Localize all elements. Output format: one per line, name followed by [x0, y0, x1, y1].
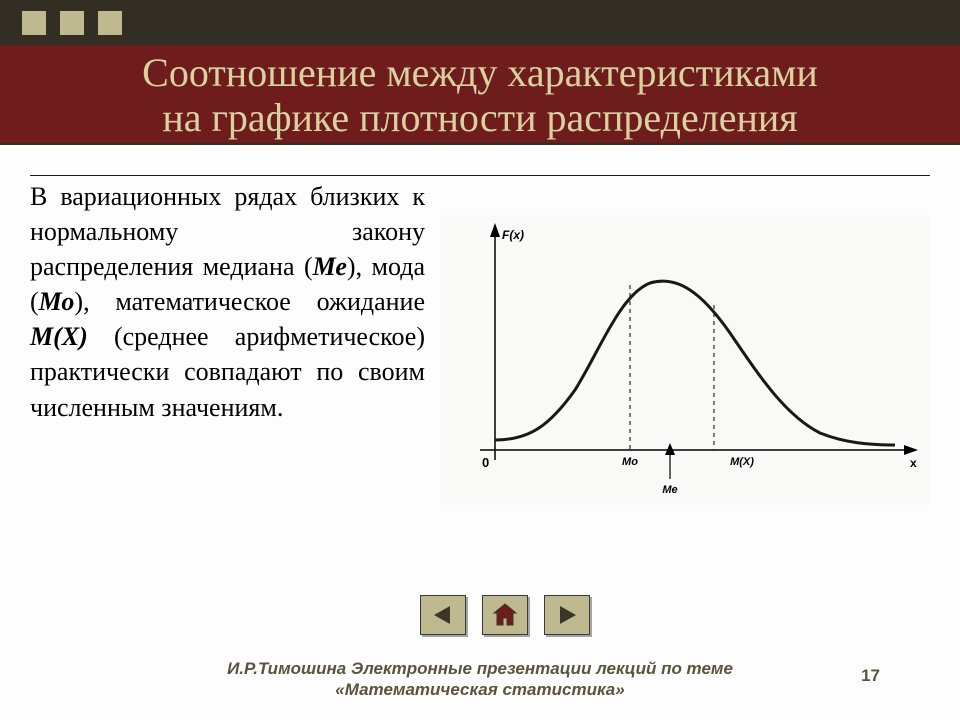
y-axis-arrow — [490, 223, 500, 237]
density-curve — [495, 281, 895, 445]
footer-line: И.Р.Тимошина Электронные презентации лек… — [227, 659, 733, 678]
term-mo: Мо — [39, 287, 75, 316]
title-line: Соотношение между характеристиками — [142, 50, 818, 95]
content-area: В вариационных рядах близких к нормально… — [0, 175, 960, 720]
body-paragraph: В вариационных рядах близких к нормально… — [30, 179, 425, 425]
origin-label: 0 — [482, 455, 489, 470]
decor-square — [98, 11, 122, 35]
title-line: на графике плотности распределения — [162, 95, 797, 140]
arrow-left-icon — [430, 602, 456, 628]
marker-me-arrow — [665, 443, 675, 455]
slide-title: Соотношение между характеристиками на гр… — [0, 51, 960, 141]
next-button[interactable] — [544, 595, 590, 635]
axis-label-x: x — [910, 456, 917, 470]
marker-mx-label: M(X) — [730, 456, 754, 468]
home-icon — [491, 601, 519, 629]
nav-buttons — [420, 595, 590, 635]
marker-mo-label: Mo — [622, 456, 638, 468]
term-mx: M(X) — [30, 322, 88, 351]
prev-button[interactable] — [420, 595, 466, 635]
arrow-right-icon — [554, 602, 580, 628]
decor-square — [60, 11, 84, 35]
footer-line: «Математическая статистика» — [335, 680, 624, 699]
decor-square — [22, 11, 46, 35]
paragraph-text: ), математическое ожидание — [74, 287, 425, 316]
title-band: Соотношение между характеристиками на гр… — [0, 45, 960, 145]
home-button[interactable] — [482, 595, 528, 635]
marker-me-label: Me — [662, 484, 677, 496]
page-number: 17 — [861, 666, 880, 686]
chart-svg: F(x) x 0 Mo Me M(X) — [440, 215, 930, 505]
footer: И.Р.Тимошина Электронные презентации лек… — [0, 658, 960, 701]
top-bar — [0, 0, 960, 45]
density-chart: F(x) x 0 Mo Me M(X) — [440, 215, 930, 505]
x-axis-arrow — [904, 445, 918, 455]
footer-text: И.Р.Тимошина Электронные презентации лек… — [0, 658, 960, 701]
divider — [30, 175, 930, 176]
paragraph-text: (среднее арифметическое) практически сов… — [30, 322, 425, 421]
axis-label-y: F(x) — [502, 228, 524, 242]
term-me: Ме — [313, 252, 347, 281]
